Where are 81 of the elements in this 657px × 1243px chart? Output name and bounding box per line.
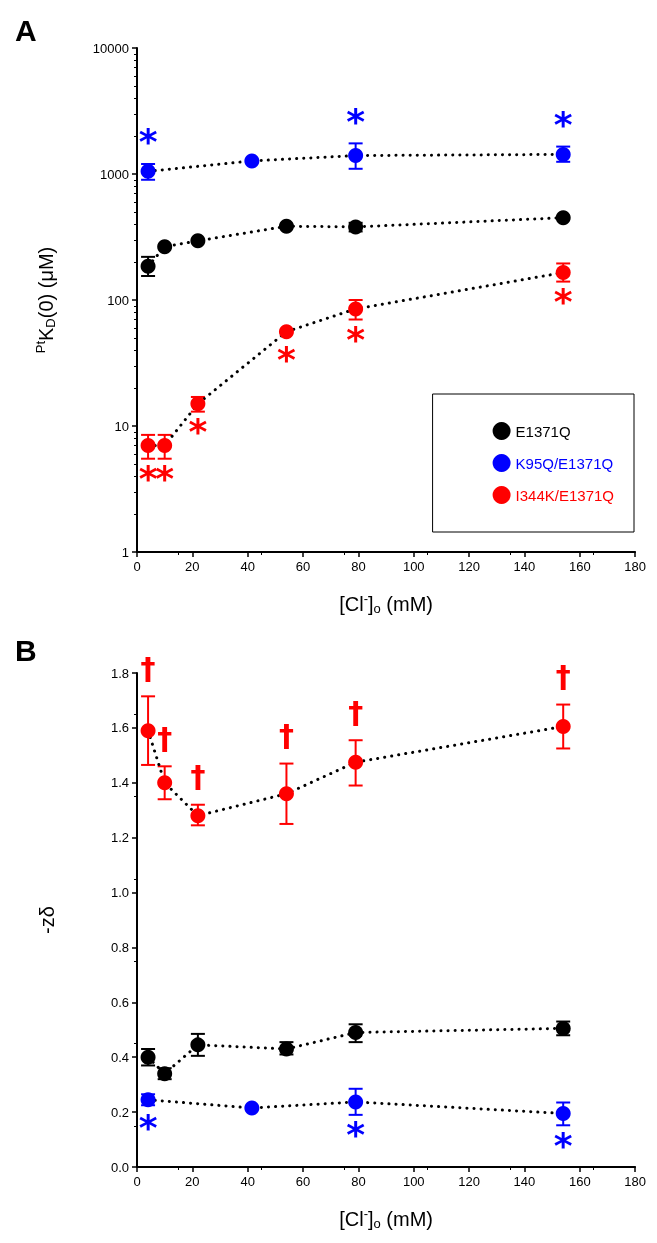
x-tick-label: 0 — [133, 1174, 141, 1189]
annotation: * — [346, 1114, 366, 1156]
x-tick-label: 80 — [351, 1174, 366, 1189]
point — [140, 723, 156, 739]
x-tick-label: 80 — [351, 559, 366, 574]
x-tick-label: 160 — [568, 559, 591, 574]
y-tick-label: 0.8 — [110, 939, 129, 955]
annotation: * — [346, 100, 366, 142]
legend-label: E1371Q — [515, 422, 571, 440]
y-tick-label: 1 — [121, 544, 129, 560]
x-tick-label: 20 — [185, 1174, 200, 1189]
y-tick-label: 1.6 — [110, 720, 129, 736]
legend-label: I344K/E1371Q — [515, 486, 615, 504]
point — [157, 239, 173, 255]
point — [190, 1037, 206, 1053]
point — [555, 210, 571, 226]
chart-title: B — [15, 633, 37, 667]
x-tick-label: 140 — [513, 559, 536, 574]
x-tick-label: 180 — [624, 559, 647, 574]
y-tick-label: 1.2 — [110, 830, 129, 846]
x-tick-label: 120 — [458, 1174, 480, 1189]
point — [190, 233, 206, 249]
annotation: † — [140, 650, 156, 686]
annotation: * — [138, 120, 158, 162]
x-tick-label: 40 — [240, 1174, 255, 1189]
annotation: * — [553, 1124, 573, 1166]
y-tick-label: 0.2 — [110, 1104, 129, 1120]
point — [555, 1105, 571, 1121]
legend-label: K95Q/E1371Q — [515, 454, 614, 472]
annotation: * — [553, 281, 573, 323]
point — [190, 808, 206, 824]
annotation: * — [346, 319, 366, 361]
point — [348, 148, 364, 164]
x-tick-label: 160 — [568, 1174, 591, 1189]
point — [140, 438, 156, 454]
annotation: † — [555, 659, 571, 695]
y-tick-label: 0.6 — [110, 994, 129, 1010]
y-axis-title: -zδ — [36, 906, 58, 934]
point — [278, 786, 294, 802]
y-tick-label: 1.8 — [110, 665, 129, 681]
point — [244, 1100, 260, 1116]
x-tick-label: 60 — [295, 1174, 311, 1189]
annotation: † — [157, 720, 173, 756]
y-tick-label: 1000 — [100, 166, 129, 182]
x-tick-label: 20 — [185, 559, 200, 574]
x-tick-label: 40 — [240, 559, 255, 574]
chart-title: A — [15, 13, 37, 47]
y-tick-label: 10 — [114, 418, 129, 434]
point — [278, 324, 294, 340]
annotation: * — [277, 339, 297, 381]
annotation: † — [278, 718, 294, 754]
x-tick-label: 0 — [133, 559, 141, 574]
point — [244, 153, 260, 169]
x-tick-label: 140 — [513, 1174, 536, 1189]
x-tick-label: 120 — [458, 559, 480, 574]
annotation: * — [155, 458, 175, 500]
annotation: * — [553, 103, 573, 145]
point — [348, 301, 364, 317]
point — [348, 754, 364, 770]
x-tick-label: 60 — [295, 559, 311, 574]
point — [348, 1094, 364, 1110]
y-tick-label: 1.0 — [110, 885, 129, 901]
annotation: † — [348, 694, 364, 730]
x-tick-label: 180 — [624, 1174, 647, 1189]
y-axis-title: PtKD(0) (μM) — [33, 246, 58, 354]
point — [555, 719, 571, 735]
y-tick-label: 1.4 — [110, 775, 129, 791]
point — [157, 438, 173, 454]
point — [140, 258, 156, 274]
annotation: * — [138, 458, 158, 500]
point — [157, 775, 173, 791]
x-tick-label: 100 — [402, 559, 425, 574]
y-tick-label: 10000 — [92, 40, 129, 56]
y-tick-label: 100 — [107, 292, 129, 308]
y-tick-label: 0.0 — [110, 1159, 129, 1175]
annotation: † — [190, 759, 206, 795]
y-tick-label: 0.4 — [110, 1049, 129, 1065]
annotation: * — [138, 1107, 158, 1149]
annotation: * — [188, 411, 208, 453]
point — [278, 218, 294, 234]
x-tick-label: 100 — [402, 1174, 425, 1189]
